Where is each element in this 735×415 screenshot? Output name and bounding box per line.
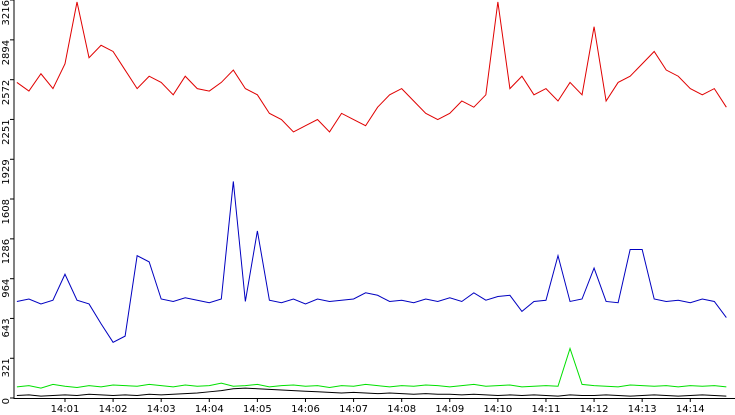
y-tick-label: 964	[1, 279, 12, 298]
x-tick-label: 14:07	[339, 404, 368, 415]
x-tick-label: 14:10	[483, 404, 512, 415]
y-tick-label: 0	[1, 398, 12, 404]
x-tick-label: 14:02	[99, 404, 128, 415]
series-line	[16, 181, 727, 343]
x-tick-label: 14:06	[291, 404, 320, 415]
x-tick-label: 14:13	[628, 404, 657, 415]
y-tick-label: 643	[1, 318, 12, 337]
series-line	[16, 346, 727, 389]
y-tick-label: 2251	[1, 119, 12, 144]
x-tick-label: 14:09	[435, 404, 464, 415]
y-tick-label: 1286	[1, 239, 12, 264]
series-line	[16, 1, 727, 133]
y-tick-label: 321	[1, 358, 12, 377]
y-tick-label: 2894	[1, 40, 12, 65]
x-tick-label: 14:05	[243, 404, 272, 415]
series-line	[16, 387, 727, 397]
x-tick-label: 14:12	[580, 404, 609, 415]
x-tick-label: 14:03	[147, 404, 176, 415]
x-tick-label: 14:11	[532, 404, 561, 415]
x-tick-label: 14:04	[195, 404, 224, 415]
x-tick-label: 14:14	[676, 404, 705, 415]
y-tick-label: 2572	[1, 80, 12, 105]
x-tick-label: 14:01	[51, 404, 80, 415]
y-tick-label: 1608	[1, 199, 12, 224]
y-tick-label: 1929	[1, 159, 12, 184]
x-tick-label: 14:08	[387, 404, 416, 415]
y-tick-label: 3216	[1, 0, 12, 25]
